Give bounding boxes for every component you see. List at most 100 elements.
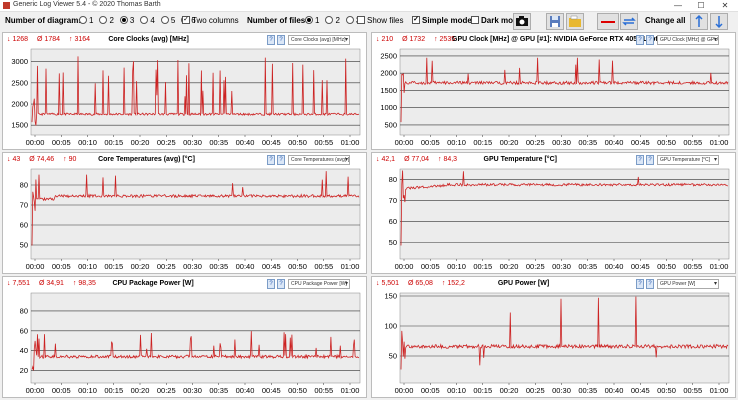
diagram-panel-gpu-power: ↓ 5,501 Ø 65,08 ↑ 152,2 GPU Power [W]?? GPU … bbox=[371, 276, 736, 398]
x-tick-label: 00:20 bbox=[500, 386, 519, 395]
pin-button[interactable]: ? bbox=[636, 35, 644, 45]
refresh-button[interactable] bbox=[620, 13, 638, 30]
y-tick-label: 40 bbox=[20, 346, 28, 355]
plot-area: 80 70 60 50 00:00 00:05 00:10 00:15 00:20 00:25 00… bbox=[20, 168, 361, 271]
simple-mode-checkbox[interactable]: ✓ Simple mode bbox=[412, 15, 472, 25]
x-tick-label: 00:45 bbox=[631, 138, 650, 147]
x-tick-label: 00:55 bbox=[683, 262, 702, 271]
pin-button[interactable]: ? bbox=[636, 279, 644, 289]
x-tick-label: 00:20 bbox=[131, 262, 150, 271]
x-tick-label: 00:30 bbox=[183, 138, 202, 147]
pin-button[interactable]: ? bbox=[267, 279, 275, 289]
pin-button[interactable]: ? bbox=[267, 35, 275, 45]
max-value: ↑ 3164 bbox=[69, 36, 91, 43]
diagram-radio-label: 3 bbox=[129, 16, 135, 25]
stats-readout: ↓ 7,551 Ø 34,91 ↑ 98,35 bbox=[7, 280, 105, 287]
x-tick-label: 01:00 bbox=[710, 138, 729, 147]
number-of-files-label: Number of files bbox=[247, 16, 306, 25]
x-tick-label: 00:50 bbox=[657, 262, 676, 271]
x-tick-label: 00:20 bbox=[131, 386, 150, 395]
two-columns-checkbox[interactable]: ✓ Two columns bbox=[182, 15, 239, 25]
diagram-radio-5[interactable]: 5 bbox=[160, 15, 175, 25]
diagram-radio-2[interactable]: 2 bbox=[99, 15, 114, 25]
x-tick-label: 00:30 bbox=[552, 386, 571, 395]
stats-readout: ↓ 5,501 Ø 65,08 ↑ 152,2 bbox=[376, 280, 474, 287]
window-title: Generic Log Viewer 5.4 - © 2020 Thomas B… bbox=[13, 1, 161, 8]
swap-arrows-icon bbox=[622, 17, 636, 26]
x-tick-label: 00:35 bbox=[578, 138, 597, 147]
series-line bbox=[31, 331, 360, 371]
file-radio-2[interactable]: 2 bbox=[325, 15, 340, 25]
simple-mode-label: Simple mode bbox=[422, 16, 472, 25]
x-tick-label: 00:35 bbox=[578, 386, 597, 395]
arrow-up-icon bbox=[695, 14, 703, 27]
dark-mode-checkbox[interactable]: Dark mod bbox=[471, 15, 518, 25]
series-line bbox=[400, 57, 729, 123]
sensor-select[interactable]: GPU Temperature [°C] bbox=[657, 155, 719, 165]
y-tick-label: 2000 bbox=[11, 100, 28, 109]
series-line bbox=[400, 296, 729, 370]
diagram-panel-cpu-power: ↓ 7,551 Ø 34,91 ↑ 98,35 CPU Package Power [… bbox=[2, 276, 367, 398]
x-tick-label: 00:35 bbox=[209, 138, 228, 147]
file-radio-1[interactable]: 1 bbox=[305, 15, 319, 25]
pin-button[interactable]: ? bbox=[267, 155, 275, 165]
dark-mode-check-icon bbox=[471, 15, 479, 24]
show-files-checkbox[interactable]: Show files bbox=[357, 15, 403, 25]
max-value: ↑ 90 bbox=[63, 156, 77, 163]
stats-readout: ↓ 210 Ø 1732 ↑ 2535 bbox=[376, 36, 464, 43]
min-value: ↓ 210 bbox=[376, 36, 394, 43]
title-bar: Generic Log Viewer 5.4 - © 2020 Thomas B… bbox=[0, 0, 738, 12]
screenshot-button[interactable] bbox=[513, 13, 531, 30]
y-tick-label: 1500 bbox=[380, 86, 397, 95]
x-tick-label: 00:55 bbox=[314, 386, 333, 395]
avg-value: Ø 74,46 bbox=[29, 156, 55, 163]
diagram-radio-3[interactable]: 3 bbox=[119, 15, 135, 25]
sensor-select[interactable]: GPU Power [W] bbox=[657, 279, 719, 289]
x-tick-label: 00:35 bbox=[209, 262, 228, 271]
move-up-button[interactable] bbox=[690, 13, 708, 30]
x-tick-label: 00:45 bbox=[631, 386, 650, 395]
minimize-button[interactable]: — bbox=[674, 1, 682, 10]
x-tick-label: 00:00 bbox=[395, 386, 414, 395]
dark-mode-label: Dark mod bbox=[481, 16, 518, 25]
sensor-select[interactable]: Core Temperatures (avg) [°C] bbox=[288, 155, 350, 165]
x-tick-label: 00:15 bbox=[473, 386, 492, 395]
min-value: ↓ 1268 bbox=[7, 36, 29, 43]
x-tick-label: 00:20 bbox=[500, 262, 519, 271]
avg-value: Ø 77,04 bbox=[404, 156, 429, 163]
stats-readout: ↓ 1268 Ø 1784 ↑ 3164 bbox=[7, 36, 99, 43]
save-button[interactable] bbox=[546, 13, 564, 30]
min-value: ↓ 5,501 bbox=[376, 280, 399, 287]
sensor-select[interactable]: GPU Clock [MHz] @ GPU [#1] bbox=[657, 35, 719, 45]
diagram-radio-dot-icon bbox=[79, 15, 87, 24]
zoom-button[interactable]: ? bbox=[277, 35, 285, 45]
zoom-button[interactable]: ? bbox=[646, 279, 654, 289]
y-tick-label: 2000 bbox=[380, 69, 397, 78]
open-folder-button[interactable] bbox=[566, 13, 584, 30]
move-down-button[interactable] bbox=[710, 13, 728, 30]
diagram-radio-label: 2 bbox=[109, 16, 114, 25]
sensor-select[interactable]: Core Clocks (avg) [MHz] bbox=[288, 35, 350, 45]
x-tick-label: 01:00 bbox=[710, 386, 729, 395]
close-button[interactable]: ✕ bbox=[721, 1, 729, 10]
x-tick-label: 00:40 bbox=[605, 262, 624, 271]
x-tick-label: 00:25 bbox=[157, 262, 176, 271]
diagram-panel-core-temp: ↓ 43 Ø 74,46 ↑ 90 Core Temperatures (avg) [… bbox=[2, 152, 367, 274]
zoom-button[interactable]: ? bbox=[646, 35, 654, 45]
zoom-button[interactable]: ? bbox=[277, 155, 285, 165]
zoom-button[interactable]: ? bbox=[646, 155, 654, 165]
x-tick-label: 00:15 bbox=[473, 138, 492, 147]
y-tick-label: 70 bbox=[20, 201, 28, 210]
x-tick-label: 00:00 bbox=[26, 262, 45, 271]
x-tick-label: 00:25 bbox=[157, 386, 176, 395]
diagram-radio-4[interactable]: 4 bbox=[140, 15, 155, 25]
maximize-button[interactable]: ☐ bbox=[697, 1, 705, 10]
plot-area: 80 70 60 50 00:00 00:05 00:10 00:15 00:20 00:25 00… bbox=[389, 168, 730, 271]
sensor-select[interactable]: CPU Package Power [W] bbox=[288, 279, 350, 289]
line-style-button[interactable] bbox=[597, 13, 619, 30]
x-tick-label: 00:50 bbox=[657, 138, 676, 147]
zoom-button[interactable]: ? bbox=[277, 279, 285, 289]
max-value: ↑ 84,3 bbox=[438, 156, 458, 163]
diagram-radio-1[interactable]: 1 bbox=[79, 15, 93, 25]
pin-button[interactable]: ? bbox=[636, 155, 644, 165]
